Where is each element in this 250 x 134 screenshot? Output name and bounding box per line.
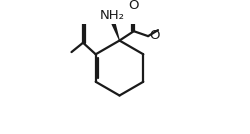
Text: O: O bbox=[128, 0, 139, 12]
Polygon shape bbox=[112, 23, 120, 41]
Text: NH₂: NH₂ bbox=[100, 9, 125, 22]
Text: O: O bbox=[149, 29, 159, 42]
